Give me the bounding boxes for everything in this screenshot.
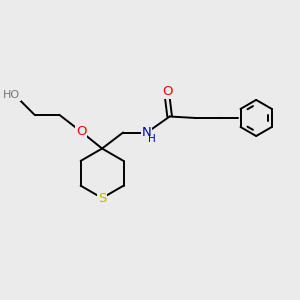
Text: HO: HO <box>3 90 20 100</box>
Text: H: H <box>148 134 156 144</box>
Text: O: O <box>76 125 86 138</box>
Text: S: S <box>98 192 106 205</box>
Text: O: O <box>162 85 172 98</box>
Text: N: N <box>142 126 152 139</box>
